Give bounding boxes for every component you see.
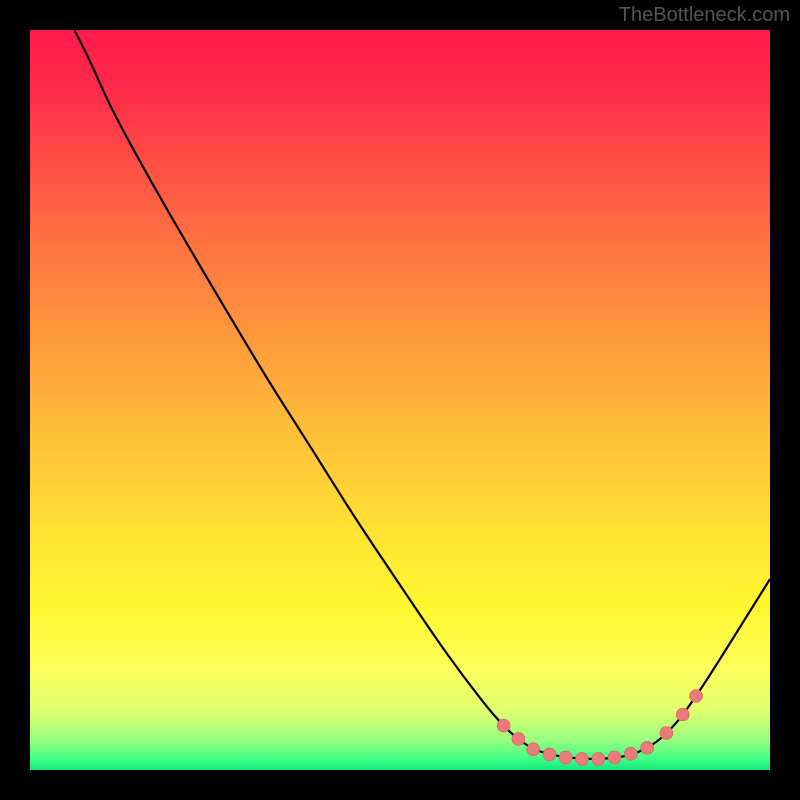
curve-marker	[543, 748, 556, 761]
attribution-text: TheBottleneck.com	[619, 4, 790, 27]
curve-marker	[690, 690, 703, 703]
curve-marker	[497, 719, 510, 732]
curve-marker	[676, 708, 689, 721]
bottleneck-curve	[74, 30, 770, 759]
curve-marker	[624, 747, 637, 760]
curve-marker	[592, 752, 605, 765]
curve-marker	[641, 741, 654, 754]
curve-marker	[660, 727, 673, 740]
bottleneck-chart	[30, 30, 770, 770]
curve-marker	[527, 743, 540, 756]
curve-marker	[576, 752, 589, 765]
curve-marker	[559, 751, 572, 764]
curve-marker	[512, 732, 525, 745]
chart-curve-layer	[30, 30, 770, 770]
curve-marker	[608, 751, 621, 764]
